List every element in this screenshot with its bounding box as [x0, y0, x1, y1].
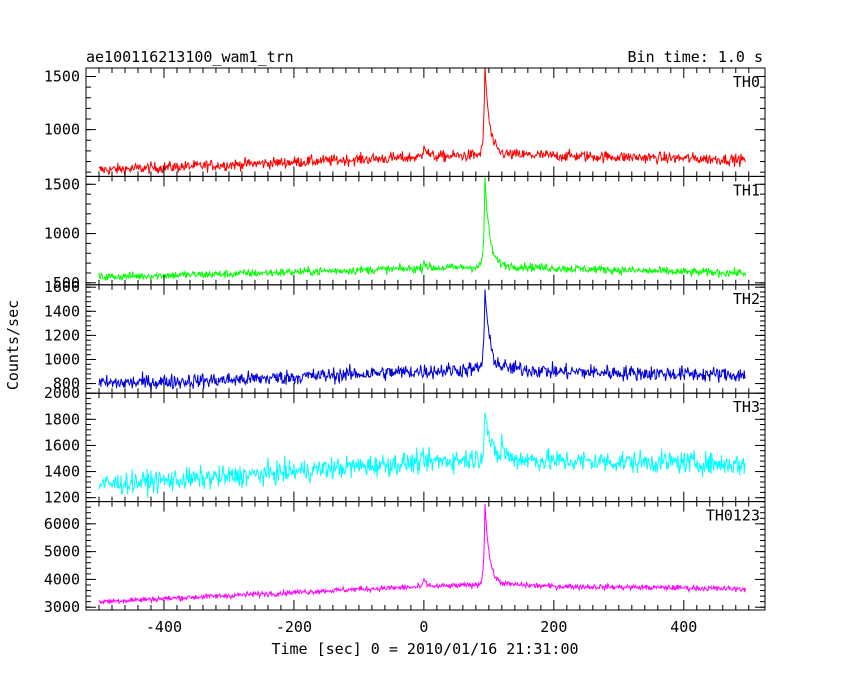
y-tick-label: 1000 [44, 225, 80, 243]
series-line-th1 [98, 176, 746, 282]
y-tick-label: 1400 [44, 302, 80, 320]
x-tick-label: -400 [146, 618, 182, 636]
y-tick-label: 6000 [44, 515, 80, 533]
panel-label: TH2 [733, 290, 760, 308]
y-tick-label: 1200 [44, 489, 80, 507]
panels-group: 1000 1500 TH0 500 1000 1500 TH1 800 1000 1200 1400… [44, 67, 766, 636]
y-tick-label: 1600 [44, 436, 80, 454]
panel-label: TH0123 [706, 507, 760, 525]
series-line-th2 [98, 289, 746, 393]
panel-frame [85, 392, 766, 503]
y-axis-label: Counts/sec [4, 300, 22, 390]
series-line-th3 [98, 412, 746, 499]
y-tick-label: 1500 [44, 175, 80, 193]
panel-frame [85, 67, 766, 177]
panel-label: TH0 [733, 73, 760, 91]
y-tick-label: 1600 [44, 278, 80, 296]
panel-frame [85, 284, 766, 394]
y-tick-label: 500 [53, 274, 80, 292]
x-tick-label: 0 [419, 618, 428, 636]
y-tick-label: 5000 [44, 543, 80, 561]
y-tick-label: 1000 [44, 121, 80, 139]
series-line-th0123 [98, 503, 746, 605]
y-tick-label: 4000 [44, 570, 80, 588]
y-tick-label: 1800 [44, 410, 80, 428]
panel-label: TH1 [733, 181, 760, 199]
x-axis-label: Time [sec] 0 = 2010/01/16 21:31:00 [271, 640, 578, 658]
y-tick-label: 3000 [44, 598, 80, 616]
y-tick-label: 2000 [44, 384, 80, 402]
x-tick-label: -200 [276, 618, 312, 636]
series-line-th0 [98, 68, 746, 177]
y-tick-label: 800 [53, 375, 80, 393]
y-tick-label: 1500 [44, 68, 80, 86]
bin-time-label: Bin time: 1.0 s [628, 48, 763, 66]
y-tick-label: 1000 [44, 350, 80, 368]
panel-frame [85, 501, 766, 611]
x-tick-label: 200 [540, 618, 567, 636]
y-tick-label: 1400 [44, 463, 80, 481]
x-tick-label: 400 [670, 618, 697, 636]
panel-label: TH3 [733, 398, 760, 416]
y-tick-label: 1200 [44, 326, 80, 344]
plot-title: ae100116213100_wam1_trn [86, 48, 294, 66]
